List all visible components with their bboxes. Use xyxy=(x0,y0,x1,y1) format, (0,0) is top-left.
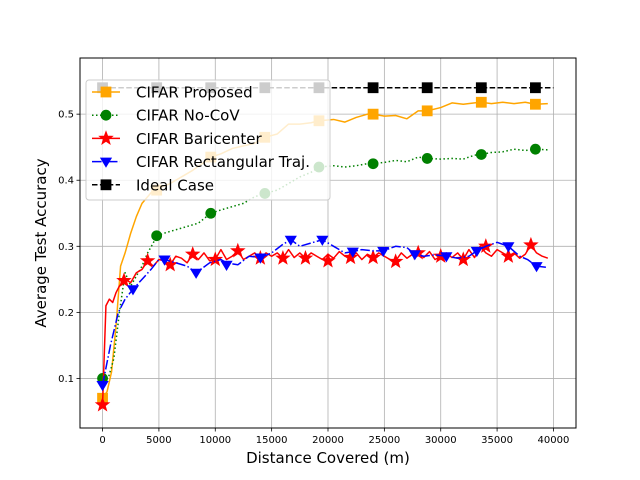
x-tick-label: 10000 xyxy=(199,435,231,446)
series-marker xyxy=(116,272,132,288)
legend-label: CIFAR No-CoV xyxy=(136,107,240,125)
series-marker xyxy=(408,250,421,261)
series-marker xyxy=(475,96,487,108)
y-tick-label: 0.3 xyxy=(58,242,74,253)
series-marker xyxy=(254,253,267,264)
series-marker xyxy=(365,249,381,265)
x-tick-label: 0 xyxy=(99,435,105,446)
legend-marker xyxy=(100,109,112,121)
series-marker xyxy=(530,143,541,155)
series-marker xyxy=(530,262,543,273)
series-marker xyxy=(230,242,246,258)
series-marker xyxy=(284,235,297,246)
series-marker xyxy=(523,236,539,252)
series-marker xyxy=(342,249,359,265)
series-marker xyxy=(205,207,217,219)
series-marker xyxy=(346,247,359,258)
series-marker xyxy=(158,255,171,266)
legend-label: CIFAR Proposed xyxy=(136,84,253,102)
series-marker xyxy=(184,246,201,261)
legend-marker xyxy=(98,130,114,146)
series-marker xyxy=(190,268,203,279)
y-tick-label: 0.5 xyxy=(58,110,74,121)
series-marker xyxy=(367,108,379,120)
legend-label: Ideal Case xyxy=(136,176,214,194)
series-marker xyxy=(455,251,472,267)
legend-marker xyxy=(99,157,113,168)
series-marker xyxy=(297,250,314,265)
series-marker xyxy=(421,82,433,94)
x-tick-label: 30000 xyxy=(425,435,457,446)
series-marker xyxy=(367,82,379,94)
x-tick-label: 40000 xyxy=(538,435,570,446)
legend-marker xyxy=(100,179,112,191)
series-marker xyxy=(139,252,156,268)
series-marker xyxy=(94,396,111,412)
y-tick-label: 0.2 xyxy=(58,308,74,319)
series-marker xyxy=(502,242,515,253)
series-marker xyxy=(530,98,541,110)
series-marker xyxy=(316,235,329,246)
series-3 xyxy=(96,235,548,392)
series-marker xyxy=(440,252,453,263)
x-tick-label: 15000 xyxy=(256,435,288,446)
series-marker xyxy=(475,82,487,94)
legend-box xyxy=(85,79,331,201)
series-marker xyxy=(275,250,291,265)
legend: CIFAR Proposed CIFAR No-CoV CIFAR Baricent… xyxy=(85,79,331,201)
y-tick-label: 0.1 xyxy=(58,374,74,385)
x-axis-label: Distance Covered (m) xyxy=(246,449,410,467)
x-tick-label: 5000 xyxy=(146,435,171,446)
x-tick-label: 35000 xyxy=(481,435,513,446)
y-axis-label: Average Test Accuracy xyxy=(32,158,50,327)
x-tick-label: 25000 xyxy=(368,435,400,446)
series-marker xyxy=(387,253,404,269)
series-marker xyxy=(421,105,433,117)
y-tick-label: 0.4 xyxy=(58,176,74,187)
axis-ticks: 0 5000 10000 15000 20000 25000 30000 35000 40000… xyxy=(58,110,569,446)
series-marker xyxy=(220,260,233,271)
series-marker xyxy=(475,149,487,160)
series-marker xyxy=(367,158,379,170)
legend-marker xyxy=(100,86,112,98)
legend-label: CIFAR Rectangular Traj. xyxy=(136,153,310,171)
series-marker xyxy=(470,246,483,258)
series-marker xyxy=(151,230,163,242)
series-marker xyxy=(207,251,224,267)
series-marker xyxy=(500,248,517,263)
x-tick-label: 20000 xyxy=(312,435,344,446)
legend-label: CIFAR Baricenter xyxy=(136,130,263,148)
series-marker xyxy=(320,252,336,268)
series-marker xyxy=(530,82,541,94)
series-marker xyxy=(126,285,140,296)
series-marker xyxy=(421,153,433,164)
series-marker xyxy=(96,381,109,392)
series-marker xyxy=(377,246,390,258)
